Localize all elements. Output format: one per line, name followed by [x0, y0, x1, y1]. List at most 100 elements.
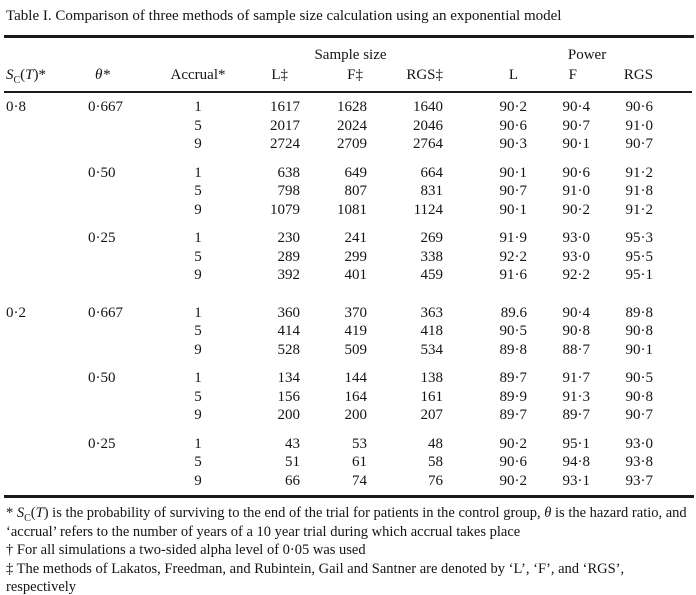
cell-power-f: 91·7 — [562, 370, 591, 386]
cell-sample-l: 1617 — [270, 99, 300, 115]
table-row: 9 66 74 76 90·2 93·1 93·7 — [4, 472, 692, 491]
cell-sc — [4, 388, 88, 407]
cell-sample-rgs: 269 — [420, 230, 444, 246]
cell-power-f: 93·0 — [562, 230, 591, 246]
table-title: Table I. Comparison of three methods of … — [6, 8, 562, 24]
cell-spacer — [653, 453, 692, 472]
table-header: Sample size Power SC(T)* θ* Accrual* L‡ … — [4, 38, 693, 93]
cell-spacer — [653, 154, 692, 183]
cell-sample-f: 241 — [344, 230, 368, 246]
cell-theta: 0·50 — [88, 164, 116, 181]
cell-accrual: 9 — [194, 201, 202, 218]
cell-sample-f: 1628 — [337, 99, 367, 115]
footnote-alpha-text: For all simulations a two-sided alpha le… — [16, 542, 366, 558]
cell-sample-l: 156 — [277, 388, 301, 405]
cell-power-l: 90·2 — [499, 435, 528, 452]
cell-sample-l: 414 — [277, 323, 301, 339]
cell-sample-l: 66 — [285, 472, 300, 489]
cell-power-f: 92·2 — [562, 267, 591, 283]
column-header-sc: SC(T)* — [4, 65, 88, 93]
cell-sample-l: 798 — [277, 183, 301, 199]
cell-theta — [88, 266, 158, 285]
footnote-methods-marker: ‡ — [6, 560, 14, 577]
cell-sample-rgs: 2764 — [413, 136, 444, 152]
footnote-sc-marker: * — [6, 505, 14, 521]
cell-sample-rgs: 161 — [420, 388, 444, 405]
cell-accrual: 1 — [194, 435, 202, 452]
cell-accrual: 5 — [194, 183, 202, 199]
cell-power-rgs: 95·1 — [625, 267, 654, 283]
cell-sc — [4, 425, 88, 454]
cell-power-l: 89·7 — [499, 407, 528, 423]
table-row: 9 1079 1081 1124 90·1 90·2 91·2 — [4, 201, 692, 220]
cell-theta — [88, 453, 158, 472]
cell-accrual: 5 — [194, 388, 202, 405]
cell-sc — [4, 359, 88, 388]
table-row: 0·2 0·667 1 360 370 363 89.6 90·4 89·8 — [4, 285, 692, 323]
cell-theta — [88, 406, 158, 425]
column-header-sample-rgs: RGS‡ — [367, 65, 444, 93]
table-row: 5 414 419 418 90·5 90·8 90·8 — [4, 322, 692, 341]
table-row: 5 51 61 58 90·6 94·8 93·8 — [4, 453, 692, 472]
group-header-spacer — [4, 38, 238, 65]
cell-sc — [4, 248, 88, 267]
cell-power-f: 90·1 — [562, 136, 591, 152]
cell-sample-rgs: 363 — [420, 304, 444, 321]
cell-power-l: 90·6 — [499, 454, 528, 470]
footnote-sc-sub: C — [24, 512, 31, 524]
cell-theta: 0·50 — [88, 370, 116, 386]
cell-power-rgs: 95·3 — [625, 230, 654, 246]
cell-power-l: 89·8 — [499, 341, 528, 358]
cell-theta: 0·667 — [88, 99, 123, 115]
cell-spacer — [653, 388, 692, 407]
cell-spacer — [653, 219, 692, 248]
cell-spacer — [653, 117, 692, 136]
cell-power-f: 90·6 — [562, 164, 591, 181]
column-header-power-rgs: RGS — [590, 65, 654, 93]
theta-symbol: θ* — [95, 67, 110, 83]
cell-accrual: 1 — [194, 99, 202, 115]
cell-accrual: 1 — [194, 304, 202, 321]
cell-power-l: 90·1 — [499, 164, 528, 181]
cell-spacer — [653, 266, 692, 285]
column-header-row: SC(T)* θ* Accrual* L‡ F‡ RGS‡ L F RGS — [4, 65, 693, 93]
cell-spacer — [653, 425, 692, 454]
cell-sample-l: 230 — [277, 230, 301, 246]
cell-sample-f: 509 — [344, 341, 368, 358]
cell-sc — [4, 406, 88, 425]
cell-power-l: 90·5 — [499, 323, 528, 339]
cell-spacer — [653, 182, 692, 201]
footnote-sc-s: S — [16, 505, 25, 521]
cell-sample-l: 200 — [277, 407, 301, 423]
cell-accrual: 1 — [194, 230, 202, 246]
cell-sample-l: 1079 — [270, 201, 300, 218]
cell-power-l: 90·2 — [499, 99, 528, 115]
cell-power-rgs: 93·7 — [625, 472, 654, 489]
column-header-sample-l: L‡ — [238, 65, 300, 93]
footnote-alpha: † For all simulations a two-sided alpha … — [6, 541, 696, 560]
footnote-sc-text1: ) is the probability of surviving to the… — [43, 505, 545, 521]
cell-theta — [88, 117, 158, 136]
table-row: 9 200 200 207 89·7 89·7 90·7 — [4, 406, 692, 425]
cell-accrual: 5 — [194, 117, 202, 134]
cell-theta: 0·25 — [88, 435, 116, 452]
cell-spacer — [653, 201, 692, 220]
cell-power-f: 90·4 — [562, 99, 591, 115]
cell-sample-l: 528 — [277, 341, 301, 358]
cell-accrual: 9 — [194, 267, 202, 283]
table-row: 5 156 164 161 89·9 91·3 90·8 — [4, 388, 692, 407]
cell-spacer — [653, 406, 692, 425]
cell-sample-rgs: 459 — [420, 267, 444, 283]
table-row: 5 2017 2024 2046 90·6 90·7 91·0 — [4, 117, 692, 136]
cell-sc — [4, 117, 88, 136]
cell-sc — [4, 341, 88, 360]
cell-sample-f: 1081 — [337, 201, 367, 218]
cell-accrual: 5 — [194, 248, 202, 265]
cell-power-rgs: 90·7 — [625, 136, 654, 152]
sc-paren-open: ( — [20, 67, 26, 83]
cell-spacer — [653, 472, 692, 491]
cell-sample-rgs: 207 — [420, 407, 444, 423]
cell-sc — [4, 135, 88, 154]
cell-accrual: 9 — [194, 407, 202, 423]
cell-accrual: 9 — [194, 341, 202, 358]
